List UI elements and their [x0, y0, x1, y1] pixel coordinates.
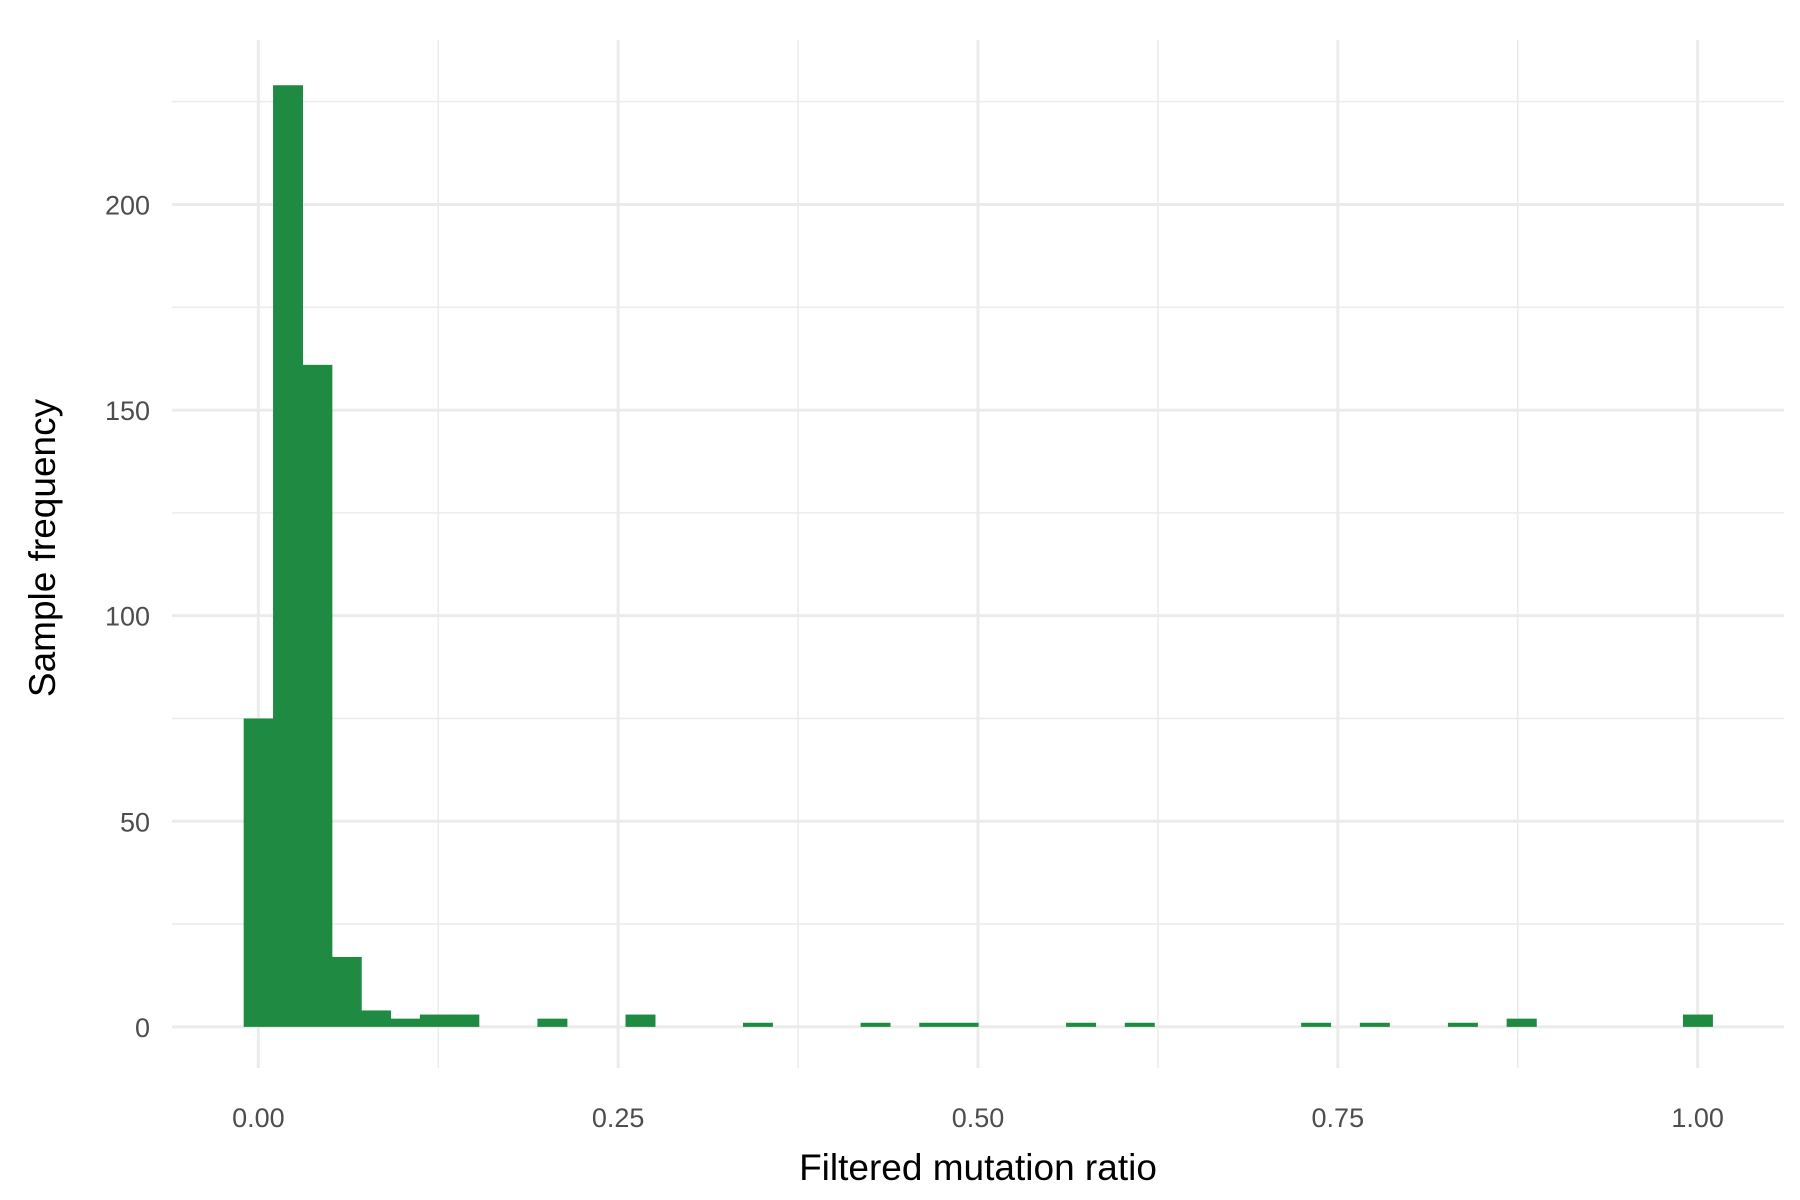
- y-axis-tick-labels: 0 50 100 150 200: [105, 190, 150, 1042]
- histogram-bar: [625, 1014, 656, 1027]
- y-tick-label: 50: [120, 807, 150, 837]
- x-tick-label: 0.50: [952, 1103, 1005, 1133]
- y-tick-label: 200: [105, 190, 150, 220]
- histogram-bar: [273, 85, 303, 1027]
- histogram-bar: [860, 1022, 891, 1027]
- y-tick-label: 100: [105, 602, 150, 632]
- x-tick-label: 0.25: [592, 1103, 645, 1133]
- histogram-bar: [1359, 1022, 1390, 1027]
- histogram-bar: [1682, 1014, 1713, 1027]
- histogram-bar: [449, 1014, 480, 1027]
- x-tick-label: 1.00: [1671, 1103, 1724, 1133]
- histogram-bar: [1066, 1022, 1097, 1027]
- x-tick-label: 0.00: [232, 1103, 285, 1133]
- histogram-bar: [331, 956, 362, 1027]
- y-axis-title: Sample frequency: [22, 398, 63, 697]
- histogram-bar: [919, 1022, 950, 1027]
- histogram-bar: [243, 718, 274, 1027]
- x-axis-title: Filtered mutation ratio: [799, 1147, 1157, 1188]
- histogram-bar: [537, 1018, 568, 1027]
- histogram-bar: [1447, 1022, 1478, 1027]
- histogram-bar: [390, 1018, 421, 1027]
- histogram-bar: [742, 1022, 773, 1027]
- histogram-bar: [1301, 1022, 1332, 1027]
- histogram-bars: [243, 85, 1713, 1027]
- x-axis-tick-labels: 0.00 0.25 0.50 0.75 1.00: [232, 1103, 1724, 1133]
- histogram-bar: [361, 1010, 392, 1027]
- histogram-bar: [419, 1014, 450, 1027]
- x-tick-label: 0.75: [1312, 1103, 1365, 1133]
- y-tick-label: 0: [135, 1013, 150, 1043]
- histogram-bar: [1506, 1018, 1537, 1027]
- y-tick-label: 150: [105, 396, 150, 426]
- histogram-bar: [1124, 1022, 1155, 1027]
- histogram-bar: [302, 364, 333, 1027]
- major-gridlines: [172, 40, 1784, 1068]
- histogram-bar: [948, 1022, 979, 1027]
